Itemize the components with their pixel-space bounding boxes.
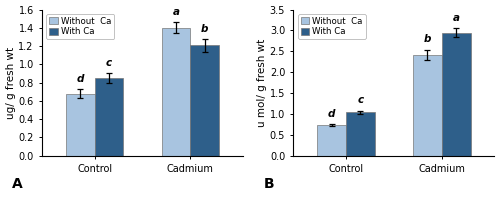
Y-axis label: u mol/ g fresh wt: u mol/ g fresh wt: [257, 38, 267, 127]
Bar: [318, 125, 346, 156]
Text: d: d: [76, 74, 84, 84]
Bar: [162, 28, 190, 156]
Bar: [190, 45, 219, 156]
Text: b: b: [424, 34, 431, 45]
Bar: [413, 55, 442, 156]
Text: B: B: [264, 177, 274, 191]
Bar: [94, 78, 124, 156]
Bar: [66, 93, 94, 156]
Text: d: d: [328, 109, 336, 119]
Text: a: a: [172, 7, 180, 17]
Y-axis label: ug/ g fresh wt: ug/ g fresh wt: [6, 47, 16, 119]
Text: b: b: [201, 24, 208, 34]
Legend: Without  Ca, With Ca: Without Ca, With Ca: [46, 14, 114, 39]
Legend: Without  Ca, With Ca: Without Ca, With Ca: [298, 14, 366, 39]
Text: c: c: [106, 58, 112, 68]
Bar: [346, 112, 375, 156]
Text: a: a: [452, 13, 460, 23]
Text: A: A: [12, 177, 22, 191]
Bar: [442, 32, 470, 156]
Text: c: c: [358, 95, 364, 105]
